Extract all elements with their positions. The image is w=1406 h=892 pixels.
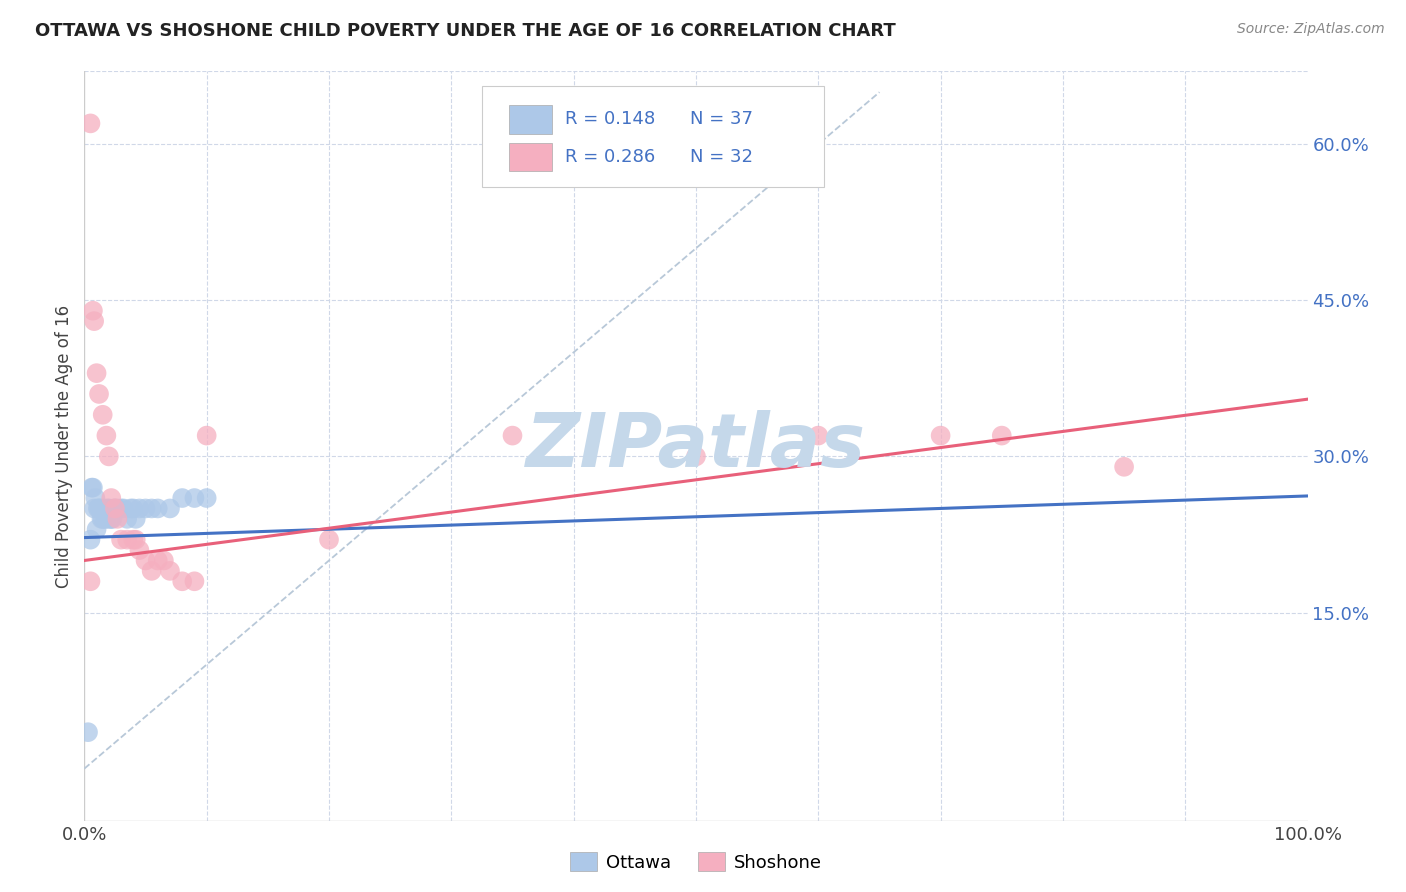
Point (91, 512, 114, 526)
Point (79, 574, 101, 589)
Point (159, 564, 181, 578)
Point (86, 366, 108, 380)
Point (172, 491, 194, 505)
Point (79, 533, 101, 547)
Point (83, 501, 105, 516)
Point (153, 553, 176, 567)
Point (135, 553, 157, 567)
Text: N = 37: N = 37 (690, 111, 752, 128)
Point (96, 512, 118, 526)
Point (159, 501, 181, 516)
Point (98, 512, 121, 526)
Point (110, 533, 132, 547)
Point (122, 533, 145, 547)
Point (122, 501, 145, 516)
Point (125, 533, 148, 547)
Point (90, 512, 112, 526)
Legend: Ottawa, Shoshone: Ottawa, Shoshone (562, 846, 830, 879)
FancyBboxPatch shape (482, 87, 824, 187)
Point (1114, 459, 1136, 474)
Text: N = 32: N = 32 (690, 148, 752, 166)
Point (929, 428, 952, 442)
Point (141, 501, 163, 516)
Point (183, 574, 205, 589)
Point (991, 428, 1014, 442)
Point (87, 501, 110, 516)
Point (141, 564, 163, 578)
Point (120, 501, 142, 516)
Point (105, 501, 128, 516)
Point (146, 553, 169, 567)
Point (93, 501, 115, 516)
Point (77, 725, 100, 739)
Point (115, 533, 138, 547)
Point (685, 450, 707, 464)
Point (115, 512, 138, 526)
Point (104, 501, 127, 516)
Point (195, 428, 218, 442)
Point (125, 512, 148, 526)
Point (80, 481, 103, 495)
Point (112, 501, 135, 516)
Point (91, 408, 114, 422)
Text: ZIPatlas: ZIPatlas (526, 409, 866, 483)
Point (110, 501, 132, 516)
Point (807, 428, 830, 442)
Text: Source: ZipAtlas.com: Source: ZipAtlas.com (1237, 22, 1385, 37)
Point (101, 512, 124, 526)
Point (79, 116, 101, 130)
Point (96, 428, 118, 442)
Point (82, 481, 104, 495)
Point (87, 501, 110, 516)
Point (97, 450, 120, 464)
Point (100, 491, 122, 505)
Point (87, 387, 110, 401)
Bar (509, 105, 551, 134)
Point (104, 501, 127, 516)
Point (172, 574, 194, 589)
Point (100, 512, 122, 526)
Point (84, 491, 107, 505)
Point (146, 501, 169, 516)
Y-axis label: Child Poverty Under the Age of 16: Child Poverty Under the Age of 16 (55, 304, 73, 588)
Point (183, 491, 205, 505)
Text: OTTAWA VS SHOSHONE CHILD POVERTY UNDER THE AGE OF 16 CORRELATION CHART: OTTAWA VS SHOSHONE CHILD POVERTY UNDER T… (35, 22, 896, 40)
Point (83, 314, 105, 328)
Point (128, 501, 150, 516)
Point (89, 501, 111, 516)
Point (502, 428, 524, 442)
Text: R = 0.148: R = 0.148 (565, 111, 655, 128)
Point (318, 533, 340, 547)
Bar (509, 143, 551, 171)
Point (82, 303, 104, 318)
Point (94, 512, 117, 526)
Point (103, 501, 125, 516)
Point (97, 501, 120, 516)
Point (105, 512, 128, 526)
Point (97, 501, 120, 516)
Point (135, 501, 157, 516)
Point (128, 543, 150, 558)
Text: R = 0.286: R = 0.286 (565, 148, 655, 166)
Point (86, 522, 108, 536)
Point (195, 491, 218, 505)
